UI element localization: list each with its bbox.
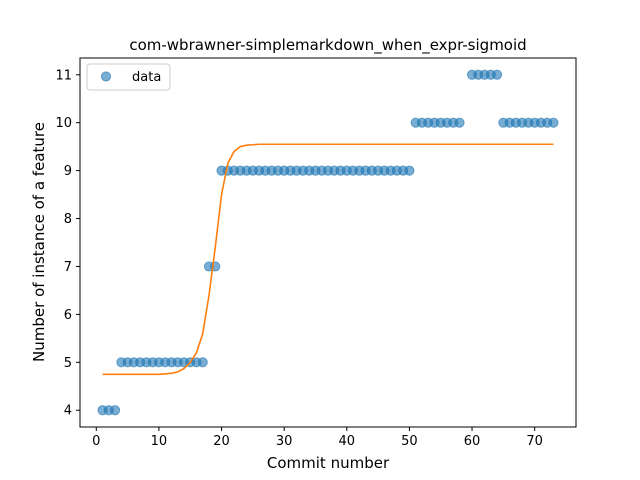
x-tick-label: 20: [213, 434, 230, 449]
x-tick-label: 50: [401, 434, 418, 449]
x-axis: 0 10 20 30 40 50 60 70: [92, 427, 543, 449]
y-axis: 4 5 6 7 8 9 10 11: [55, 68, 80, 419]
data-point: [109, 405, 121, 416]
y-tick-label: 11: [55, 68, 72, 83]
y-tick-label: 7: [64, 260, 72, 275]
data-point: [454, 117, 465, 128]
y-tick-label: 10: [55, 116, 72, 131]
y-tick-label: 8: [64, 212, 72, 227]
y-tick-label: 4: [64, 404, 72, 419]
data-point: [197, 357, 208, 368]
data-point: [491, 69, 503, 80]
plot-area: [97, 69, 559, 416]
x-tick-label: 60: [464, 434, 481, 449]
x-tick-label: 40: [339, 434, 356, 449]
y-tick-label: 6: [64, 308, 72, 323]
x-tick-label: 0: [92, 434, 100, 449]
data-point: [404, 165, 415, 176]
legend-marker-data: [100, 71, 112, 82]
data-point: [548, 117, 559, 128]
plot-frame: [79, 57, 577, 428]
y-tick-label: 9: [64, 164, 72, 179]
legend: data: [86, 63, 171, 91]
sigmoid-fit-line: [102, 143, 554, 376]
x-tick-label: 70: [526, 434, 543, 449]
legend-label-data: data: [132, 70, 161, 85]
y-axis-label: Number of instance of a feature: [30, 122, 48, 362]
chart-title: com-wbrawner-simplemarkdown_when_expr-si…: [129, 36, 526, 55]
x-tick-label: 30: [276, 434, 293, 449]
x-axis-label: Commit number: [267, 454, 390, 472]
legend-box: [86, 63, 171, 91]
x-tick-label: 10: [151, 434, 168, 449]
y-tick-label: 5: [64, 356, 72, 371]
